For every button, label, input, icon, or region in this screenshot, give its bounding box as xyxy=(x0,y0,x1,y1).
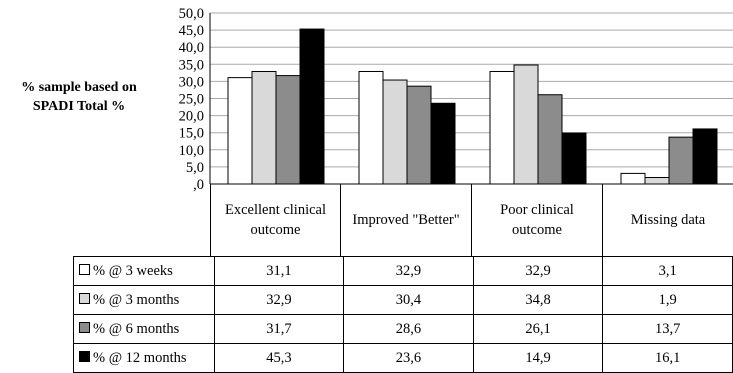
legend-swatch xyxy=(79,292,90,304)
y-tick-label: 5,0 xyxy=(186,160,204,176)
y-tick-label: 20,0 xyxy=(179,109,204,125)
data-value-cell: 23,6 xyxy=(343,343,474,373)
series-legend-cell: % @ 6 months xyxy=(73,314,215,344)
y-tick-label: 45,0 xyxy=(179,23,204,39)
data-value-cell: 34,8 xyxy=(472,285,604,315)
data-value-cell: 26,1 xyxy=(472,314,604,344)
table-row: % @ 3 months 32,9 30,4 34,8 1,9 xyxy=(73,285,733,315)
data-value-cell: 31,1 xyxy=(213,256,345,286)
legend-swatch xyxy=(79,263,90,275)
y-tick-label: 10,0 xyxy=(179,143,204,159)
category-label: Improved "Better" xyxy=(341,184,472,256)
bar xyxy=(358,70,384,185)
data-value-cell: 13,7 xyxy=(602,314,733,344)
series-legend-cell: % @ 3 weeks xyxy=(73,256,215,286)
data-value-cell: 45,3 xyxy=(213,343,345,373)
data-value-cell: 3,1 xyxy=(602,256,733,286)
bar xyxy=(430,102,456,185)
series-name: % @ 3 weeks xyxy=(93,262,173,279)
bar xyxy=(668,136,694,185)
series-name: % @ 3 months xyxy=(93,291,180,308)
y-tick-label: 35,0 xyxy=(179,57,204,73)
data-value-cell: 14,9 xyxy=(472,343,604,373)
table-row: % @ 6 months 31,7 28,6 26,1 13,7 xyxy=(73,314,733,344)
bar-chart: ,05,010,015,020,025,0 30,035,040,045,050,… xyxy=(179,6,733,193)
category-header-row: Excellent clinical outcome Improved "Bett… xyxy=(210,184,733,256)
bar xyxy=(513,64,539,185)
data-value-cell: 1,9 xyxy=(602,285,733,315)
data-value-cell: 32,9 xyxy=(472,256,604,286)
y-tick-label: 50,0 xyxy=(179,6,204,22)
category-label: Missing data xyxy=(603,184,733,256)
y-tick-label: 40,0 xyxy=(179,40,204,56)
table-row: % @ 3 weeks 31,1 32,9 32,9 3,1 xyxy=(73,256,733,286)
data-value-cell: 30,4 xyxy=(343,285,474,315)
y-tick-label: 15,0 xyxy=(179,126,204,142)
data-value-cell: 16,1 xyxy=(602,343,733,373)
y-tick-label: 30,0 xyxy=(179,74,204,90)
legend-swatch xyxy=(79,350,90,362)
data-value-cell: 32,9 xyxy=(213,285,345,315)
y-axis-label: % sample based on SPADI Total % xyxy=(21,80,137,114)
series-legend-cell: % @ 12 months xyxy=(73,343,215,373)
series-name: % @ 12 months xyxy=(93,349,187,366)
bar xyxy=(620,172,646,185)
bar xyxy=(251,70,277,185)
category-label: Poor clinical outcome xyxy=(472,184,603,256)
bar xyxy=(692,128,718,185)
bar xyxy=(537,94,563,185)
data-value-cell: 32,9 xyxy=(343,256,474,286)
bar xyxy=(299,28,325,185)
legend-swatch xyxy=(79,321,90,333)
bar xyxy=(561,132,587,185)
bar xyxy=(489,70,515,185)
table-row: % @ 12 months 45,3 23,6 14,9 16,1 xyxy=(73,343,733,373)
data-table: % @ 3 weeks 31,1 32,9 32,9 3,1% @ 3 months 32… xyxy=(73,256,733,373)
bar xyxy=(275,75,301,185)
bar xyxy=(406,85,432,185)
y-tick-label: ,0 xyxy=(193,177,204,193)
y-tick-label: 25,0 xyxy=(179,92,204,108)
category-label: Excellent clinical outcome xyxy=(210,184,341,256)
bar xyxy=(382,79,408,185)
series-name: % @ 6 months xyxy=(93,320,180,337)
series-legend-cell: % @ 3 months xyxy=(73,285,215,315)
data-value-cell: 28,6 xyxy=(343,314,474,344)
bar xyxy=(227,77,253,185)
data-value-cell: 31,7 xyxy=(213,314,345,344)
